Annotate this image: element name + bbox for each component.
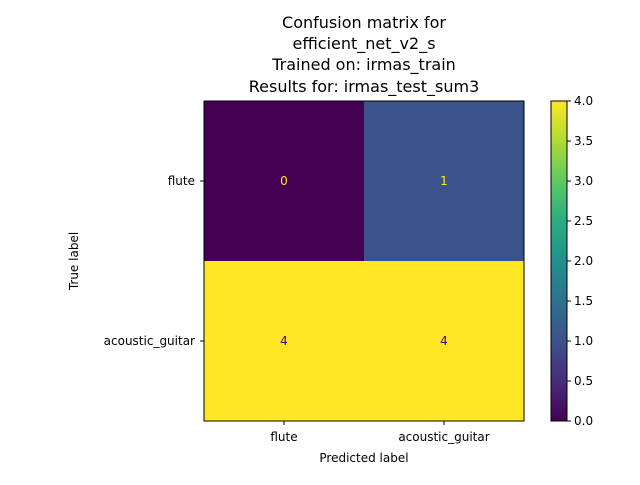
x-tick-label-1: acoustic_guitar <box>398 430 489 444</box>
colorbar-ticks: 0.0 0.5 1.0 1.5 2.0 2.5 3.0 3.5 4.0 <box>567 94 593 428</box>
x-tick-label-0: flute <box>270 430 297 444</box>
cell-value-r1-c0: 4 <box>280 334 288 348</box>
colorbar-tick-label-2: 1.0 <box>574 334 593 348</box>
title-line-2: efficient_net_v2_s <box>292 34 435 54</box>
colorbar-gradient <box>551 101 567 421</box>
plot-frame <box>203 100 525 422</box>
colorbar-tick-label-0: 0.0 <box>574 414 593 428</box>
y-tick-label-1: acoustic_guitar <box>104 334 195 348</box>
title-line-1: Confusion matrix for <box>282 13 446 32</box>
title-line-4: Results for: irmas_test_sum3 <box>249 77 480 97</box>
heatmap-cell-r1-c0 <box>204 261 364 421</box>
colorbar-tick-label-6: 3.0 <box>574 174 593 188</box>
heatmap-cell-r0-c0 <box>204 101 364 261</box>
y-axis-label: True label <box>67 232 81 291</box>
title-line-3: Trained on: irmas_train <box>271 55 456 75</box>
y-axis-ticks: flute acoustic_guitar <box>104 174 204 348</box>
cell-value-r0-c1: 1 <box>440 174 448 188</box>
heatmap-cells <box>204 101 524 421</box>
heatmap-cell-labels: 0 1 4 4 <box>280 174 448 348</box>
colorbar-tick-label-4: 2.0 <box>574 254 593 268</box>
colorbar-tick-label-3: 1.5 <box>574 294 593 308</box>
colorbar-tick-label-5: 2.5 <box>574 214 593 228</box>
heatmap-cell-r1-c1 <box>364 261 524 421</box>
colorbar-tick-label-8: 4.0 <box>574 94 593 108</box>
x-axis-label: Predicted label <box>319 451 408 465</box>
chart-title: Confusion matrix for efficient_net_v2_s … <box>249 13 480 97</box>
cell-value-r1-c1: 4 <box>440 334 448 348</box>
heatmap-cell-r0-c1 <box>364 101 524 261</box>
x-axis-ticks: flute acoustic_guitar <box>270 421 490 444</box>
cell-value-r0-c0: 0 <box>280 174 288 188</box>
colorbar-tick-label-7: 3.5 <box>574 134 593 148</box>
y-tick-label-0: flute <box>168 174 195 188</box>
colorbar-tick-label-1: 0.5 <box>574 374 593 388</box>
